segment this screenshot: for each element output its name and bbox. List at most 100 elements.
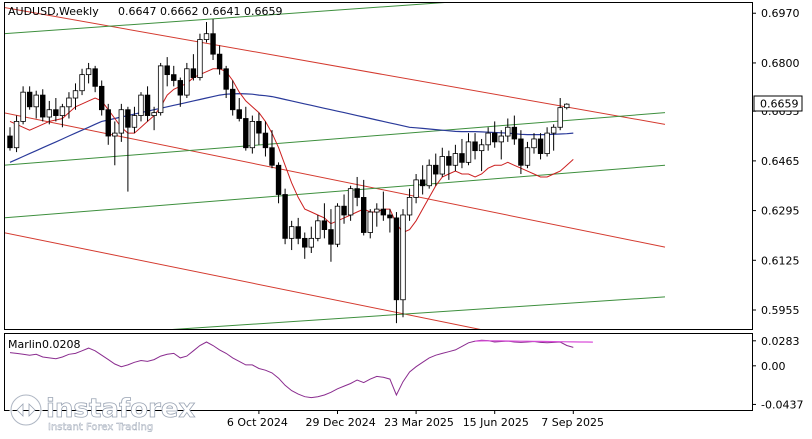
- candle-body: [85, 68, 92, 76]
- candle-body: [446, 156, 452, 166]
- candle-body: [334, 205, 341, 245]
- last-price-label: 0.6659: [760, 98, 799, 111]
- candles: [7, 19, 570, 324]
- candle-body: [288, 226, 295, 239]
- candle-body: [518, 138, 524, 166]
- candle-body: [524, 147, 531, 166]
- candle: [112, 121, 118, 166]
- candle: [452, 144, 459, 172]
- candle-body: [40, 94, 46, 118]
- candle: [459, 138, 465, 169]
- candle-body: [564, 103, 570, 109]
- candle: [20, 86, 26, 125]
- candle-body: [406, 197, 413, 216]
- candle: [524, 141, 531, 169]
- oscillator-tick-label: -0.0437: [761, 398, 803, 411]
- candle: [446, 150, 452, 180]
- candle: [92, 65, 98, 93]
- candle-body: [380, 208, 387, 216]
- candle: [564, 103, 570, 110]
- candle: [498, 130, 504, 160]
- candle-body: [138, 94, 144, 116]
- candle-body: [223, 68, 229, 90]
- last-price-box: [753, 95, 803, 112]
- candle-body: [315, 220, 321, 239]
- candle: [190, 54, 197, 81]
- candle: [105, 103, 111, 145]
- candle: [511, 115, 518, 145]
- channel-line-2: [5, 232, 481, 329]
- candle-body: [374, 208, 380, 213]
- candle-body: [262, 132, 269, 149]
- candle: [144, 86, 151, 122]
- candle: [269, 130, 275, 169]
- candle: [302, 232, 308, 259]
- candle-body: [66, 97, 72, 108]
- candle-body: [360, 197, 367, 233]
- candle: [243, 106, 249, 151]
- candle: [360, 179, 367, 236]
- time-tick-label: 7 Sep 2025: [541, 416, 604, 429]
- candle: [491, 121, 498, 148]
- oscillator-pane-frame: [4, 333, 753, 411]
- candle-body: [505, 126, 511, 137]
- candle: [393, 212, 400, 324]
- candle-body: [249, 121, 256, 149]
- candle: [53, 98, 59, 122]
- candle-body: [478, 144, 485, 152]
- candle-body: [184, 68, 190, 96]
- candle: [13, 115, 20, 153]
- candle-body: [79, 74, 85, 92]
- candle: [400, 209, 406, 318]
- candle-body: [243, 118, 249, 149]
- candle: [308, 226, 314, 253]
- channel-line-0: [5, 7, 666, 125]
- candle-body: [498, 135, 504, 143]
- candle: [85, 62, 92, 84]
- candle-body: [269, 147, 275, 166]
- candle-body: [46, 109, 52, 118]
- price-tick-label: 0.6970: [761, 7, 800, 20]
- candle: [131, 106, 138, 134]
- channel-line-4: [5, 112, 666, 166]
- candle-body: [511, 126, 518, 140]
- watermark-brand: instaforex: [46, 394, 196, 424]
- candle-body: [433, 164, 439, 175]
- candle: [433, 153, 439, 186]
- candle: [295, 217, 301, 245]
- candle: [7, 127, 13, 151]
- candle-body: [302, 237, 308, 248]
- candle-body: [13, 121, 20, 149]
- time-tick-label: 15 Jun 2025: [463, 416, 529, 429]
- candle: [197, 33, 203, 81]
- candle-body: [118, 109, 125, 134]
- candle-body: [256, 121, 262, 134]
- oscillator-value: 0.0208: [42, 338, 81, 351]
- price-tick-label: 0.6295: [761, 205, 800, 218]
- candle: [282, 188, 288, 245]
- candle: [46, 100, 52, 125]
- candle-body: [282, 194, 288, 239]
- candle-body: [236, 109, 242, 119]
- candle: [72, 83, 79, 110]
- candle: [413, 174, 419, 204]
- main-pane-frame: [4, 2, 753, 330]
- candle: [341, 194, 347, 224]
- candle: [151, 106, 157, 131]
- candle: [59, 103, 66, 128]
- candle-body: [354, 188, 360, 198]
- candle-body: [197, 39, 203, 78]
- candle: [66, 92, 72, 119]
- candle-body: [341, 205, 347, 216]
- candle-body: [439, 156, 445, 175]
- candle-body: [92, 68, 98, 87]
- candle: [164, 57, 170, 87]
- candle-body: [472, 141, 478, 152]
- candle-body: [229, 88, 236, 111]
- candle: [321, 203, 328, 239]
- candle-body: [131, 115, 138, 128]
- candle: [505, 118, 511, 142]
- candle: [419, 165, 426, 195]
- candle-body: [7, 135, 13, 149]
